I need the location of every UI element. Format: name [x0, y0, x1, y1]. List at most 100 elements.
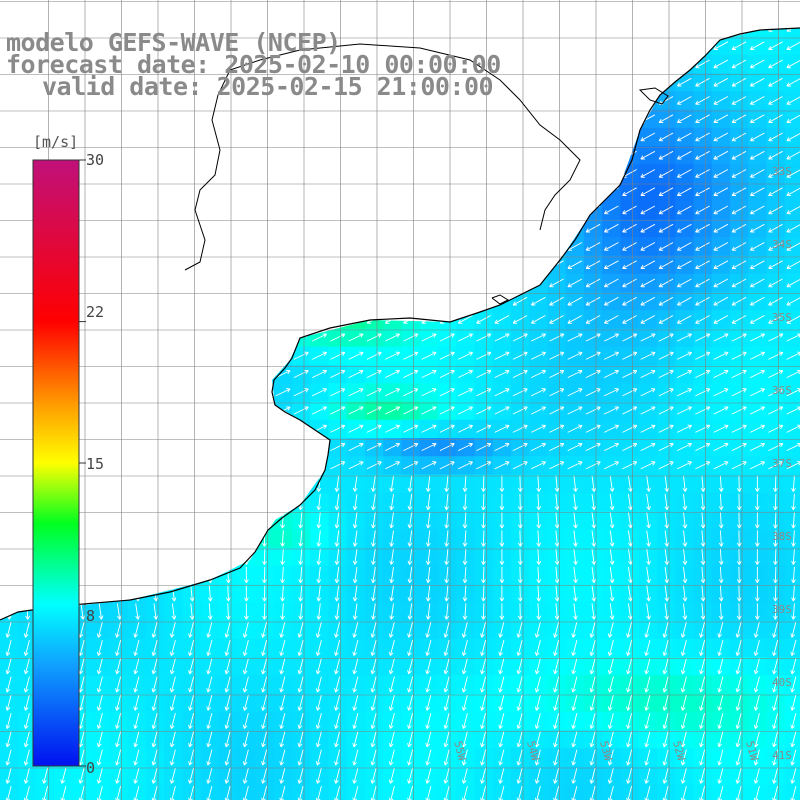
wind-arrow: [713, 278, 729, 288]
wind-arrow: [348, 406, 364, 415]
wind-arrow: [348, 461, 364, 470]
wind-arrow: [494, 442, 510, 452]
wind-arrow: [622, 187, 637, 196]
wind-arrow: [731, 41, 747, 50]
wind-speed-cell: [784, 711, 800, 731]
wind-arrow: [312, 406, 327, 415]
wind-speed-cell: [784, 273, 800, 293]
wind-arrow: [403, 351, 419, 360]
wind-arrow: [622, 223, 637, 233]
wind-arrow: [512, 461, 528, 470]
wind-arrow: [585, 315, 601, 324]
wind-arrow: [768, 114, 783, 123]
wind-arrow: [585, 406, 601, 415]
wind-arrow: [385, 369, 400, 379]
wind-arrow: [567, 315, 583, 324]
wind-arrow: [750, 442, 765, 452]
wind-speed-cell: [784, 547, 800, 567]
wind-speed-cell: [784, 693, 800, 713]
wind-arrow: [512, 369, 528, 379]
wind-arrow: [458, 333, 473, 342]
wind-arrow: [658, 187, 674, 196]
wind-arrow: [567, 260, 583, 269]
wind-arrow: [640, 132, 656, 142]
wind-arrow: [713, 96, 729, 105]
wind-arrow: [731, 461, 747, 470]
wind-arrow: [585, 442, 601, 452]
wind-arrow: [622, 369, 638, 379]
wind-arrow: [275, 369, 291, 379]
lat-label-40S: 40S: [772, 676, 792, 689]
wind-arrow: [658, 351, 674, 360]
wind-arrow: [421, 424, 437, 433]
wind-arrow: [585, 461, 601, 470]
wind-arrow: [330, 424, 346, 433]
wind-arrow: [695, 351, 711, 360]
wind-arrow: [604, 296, 619, 306]
wind-arrow: [786, 315, 800, 324]
wind-arrow: [677, 114, 692, 123]
wind-arrow: [622, 406, 638, 415]
wind-arrow: [695, 242, 710, 251]
wind-arrow: [786, 77, 800, 87]
wind-arrow: [640, 223, 656, 233]
wind-arrow: [421, 333, 437, 342]
wind-arrow: [750, 59, 765, 69]
wind-arrow: [695, 96, 710, 105]
wind-arrow: [768, 442, 784, 452]
wind-arrow: [348, 351, 364, 360]
wind-arrow: [786, 41, 800, 50]
wind-arrow: [531, 296, 546, 306]
wind-arrow: [293, 388, 309, 397]
wind-arrow: [677, 351, 692, 360]
wind-arrow: [750, 351, 765, 360]
wind-speed-cell: [784, 730, 800, 749]
wind-arrow: [476, 388, 492, 397]
wind-arrow: [750, 205, 765, 215]
wind-arrow: [677, 150, 692, 160]
wind-arrow: [585, 223, 601, 233]
wind-arrow: [531, 369, 546, 379]
wind-arrow: [366, 461, 382, 470]
wind-arrow: [604, 223, 619, 233]
wind-arrow: [695, 406, 711, 415]
wind-speed-cell: [784, 255, 800, 275]
wind-arrow: [750, 77, 765, 87]
wind-arrow: [713, 59, 729, 69]
wind-arrow: [421, 406, 437, 415]
wind-speed-cell: [784, 200, 800, 220]
wind-arrow: [677, 96, 692, 105]
wind-arrow: [768, 59, 783, 69]
colorbar-label-0: 0: [86, 759, 96, 777]
wind-arrow: [731, 132, 747, 142]
wind-arrow: [658, 388, 674, 397]
wind-arrow: [695, 132, 710, 142]
wind-arrow: [604, 461, 619, 470]
wind-arrow: [293, 369, 309, 379]
wind-arrow: [585, 424, 601, 433]
lat-label-37S: 37S: [772, 457, 792, 470]
wind-arrow: [750, 132, 765, 142]
colorbar-label-15: 15: [86, 455, 105, 473]
wind-arrow: [512, 442, 528, 452]
wind-arrow: [549, 333, 565, 342]
wind-arrow: [731, 278, 747, 288]
wind-arrow: [658, 242, 674, 251]
wind-arrow: [677, 369, 692, 379]
wind-arrow: [750, 96, 765, 105]
wind-arrow: [312, 351, 327, 360]
wind-arrow: [768, 132, 783, 142]
wind-speed-cell: [748, 28, 767, 37]
wind-arrow: [330, 442, 346, 452]
wind-arrow: [713, 296, 729, 306]
wind-arrow: [713, 461, 729, 470]
wind-arrow: [604, 369, 619, 379]
wind-arrow: [567, 296, 583, 306]
wind-arrow: [640, 150, 656, 160]
wind-arrow: [640, 169, 656, 178]
wind-arrow: [731, 96, 747, 105]
wind-arrow: [585, 296, 601, 306]
wind-arrow: [531, 406, 546, 415]
wind-speed-cell: [784, 602, 800, 621]
wind-arrow: [731, 114, 747, 123]
